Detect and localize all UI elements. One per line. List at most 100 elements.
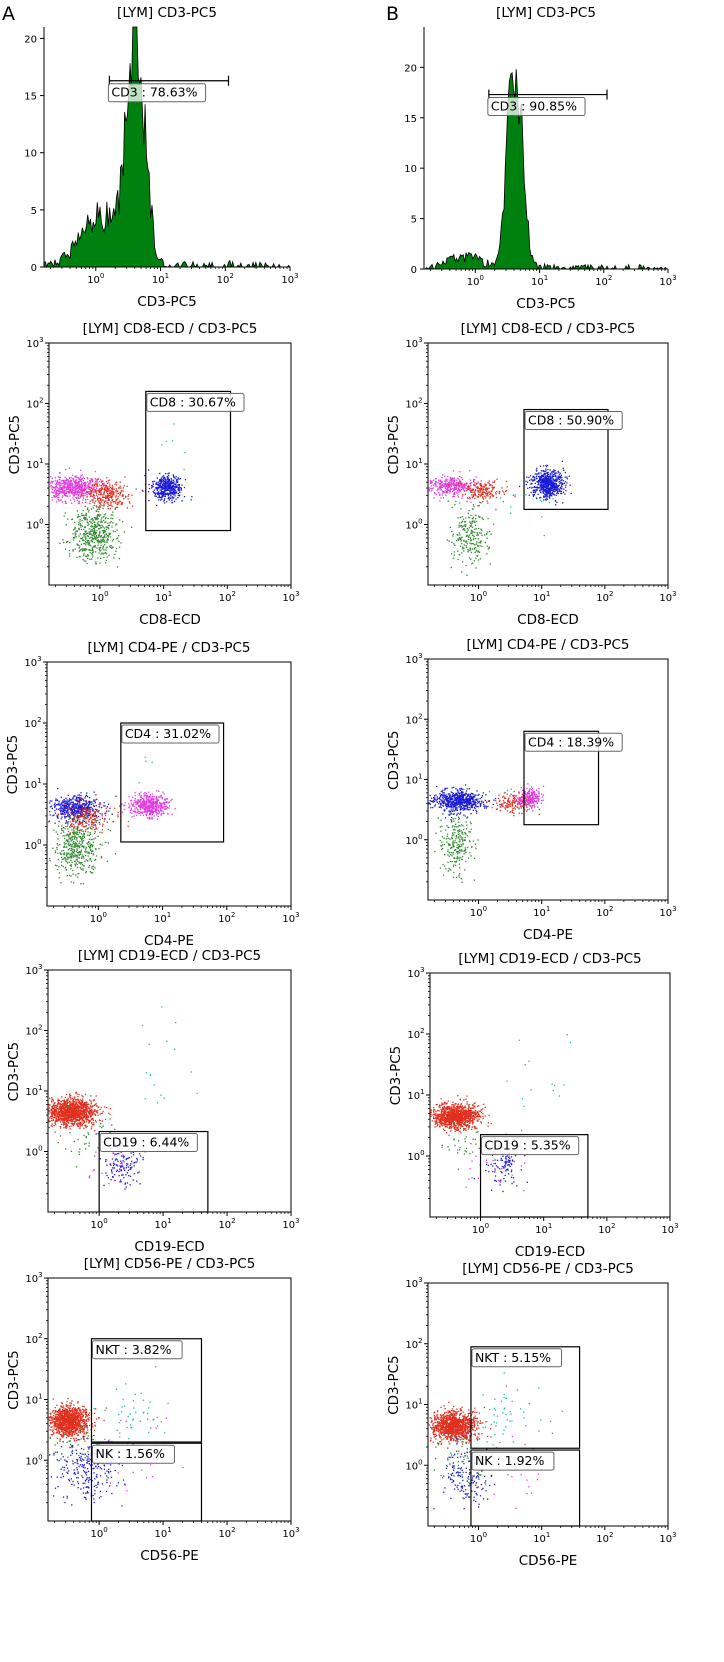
population: [121, 790, 176, 823]
event-dot: [83, 820, 85, 822]
event-dot: [51, 807, 53, 810]
event-dot: [54, 805, 56, 807]
event-dot: [535, 475, 538, 478]
event-dot: [92, 549, 94, 552]
event-dot: [103, 501, 105, 503]
event-dot: [94, 800, 96, 802]
event-dot: [455, 483, 458, 485]
event-dot: [548, 492, 550, 494]
event-dot: [73, 835, 76, 837]
event-dot: [95, 505, 97, 507]
event-dot: [68, 834, 70, 836]
event-dot: [65, 807, 68, 809]
event-dot: [452, 533, 454, 535]
event-dot: [87, 522, 89, 524]
event-dot: [65, 804, 67, 806]
event-dot: [89, 842, 91, 844]
event-dot: [505, 490, 508, 492]
x-tick-label: 100: [467, 274, 484, 288]
event-dot: [476, 541, 478, 543]
event-dot: [470, 484, 472, 486]
event-dot: [84, 800, 87, 802]
event-dot: [105, 480, 108, 483]
event-dot: [71, 822, 73, 825]
event-dot: [131, 809, 133, 811]
event-dot: [66, 805, 68, 808]
event-dot: [75, 491, 78, 493]
event-dot: [107, 495, 109, 498]
event-dot: [463, 521, 465, 523]
event-dot: [63, 490, 65, 492]
event-dot: [86, 562, 88, 565]
event-dot: [94, 518, 97, 521]
event-dot: [157, 804, 160, 806]
event-dot: [98, 803, 100, 805]
event-dot: [549, 478, 551, 480]
event-dot: [532, 494, 534, 496]
event-dot: [87, 498, 89, 501]
event-dot: [87, 557, 89, 559]
event-dot: [438, 487, 440, 489]
event-dot: [63, 491, 65, 494]
event-dot: [85, 794, 88, 796]
event-dot: [92, 810, 94, 812]
event-dot: [89, 502, 91, 505]
event-dot: [447, 492, 449, 494]
event-dot: [89, 533, 91, 535]
event-dot: [70, 817, 72, 820]
event-dot: [83, 847, 85, 849]
event-dot: [74, 490, 76, 492]
event-dot: [552, 475, 554, 477]
event-dot: [65, 825, 67, 828]
event-dot: [97, 542, 99, 544]
event-dot: [540, 470, 543, 472]
event-dot: [81, 548, 83, 550]
event-dot: [64, 806, 66, 808]
event-dot: [79, 486, 81, 488]
event-dot: [88, 516, 91, 518]
event-dot: [93, 829, 96, 831]
event-dot: [438, 483, 440, 485]
event-dot: [67, 806, 69, 808]
event-dot: [445, 488, 447, 490]
event-dot: [492, 481, 494, 483]
event-dot: [463, 547, 465, 549]
event-dot: [109, 807, 111, 809]
event-dot: [530, 483, 532, 485]
event-dot: [459, 475, 461, 478]
event-dot: [158, 495, 160, 497]
event-dot: [88, 537, 91, 539]
event-dot: [171, 501, 174, 503]
event-dot: [156, 797, 158, 800]
event-dot: [77, 485, 80, 488]
event-dot: [71, 488, 73, 491]
event-dot: [472, 518, 474, 520]
event-dot: [441, 494, 443, 496]
event-dot: [161, 487, 163, 489]
event-dot: [56, 848, 58, 851]
event-dot: [81, 862, 83, 864]
event-dot: [555, 504, 557, 506]
event-dot: [61, 816, 63, 818]
event-dot: [69, 855, 71, 857]
event-dot: [143, 793, 145, 795]
event-dot: [80, 816, 82, 818]
event-dot: [54, 483, 57, 485]
event-dot: [88, 866, 90, 869]
event-dot: [485, 497, 487, 499]
event-dot: [60, 483, 62, 485]
event-dot: [98, 502, 100, 504]
event-dot: [71, 813, 73, 815]
event-dot: [86, 521, 88, 523]
event-dot: [88, 509, 90, 511]
event-dot: [477, 482, 479, 484]
event-dot: [453, 480, 455, 482]
event-dot: [56, 489, 59, 492]
event-dot: [548, 475, 550, 478]
event-dot: [534, 473, 537, 475]
gate-label-box: [524, 411, 623, 431]
event-dot: [56, 492, 58, 494]
event-dot: [66, 811, 68, 813]
event-dot: [158, 492, 160, 494]
event-dot: [92, 809, 94, 811]
